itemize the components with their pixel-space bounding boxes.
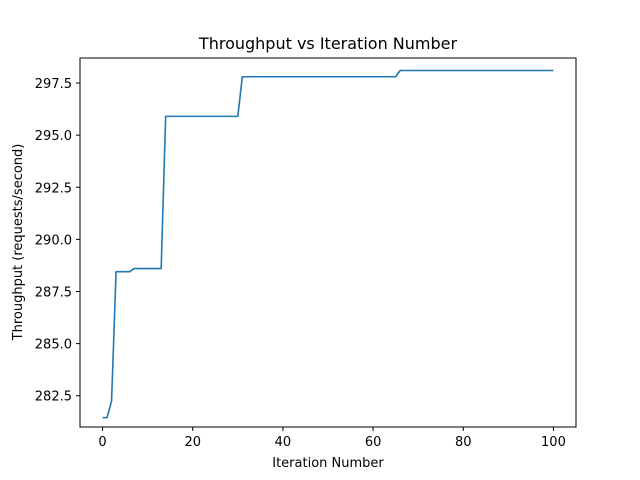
x-axis: 0 20 40 60 80 100 <box>98 427 566 450</box>
y-tick-label: 295.0 <box>35 129 72 144</box>
y-tick-label: 287.5 <box>35 285 72 300</box>
y-tick-label: 282.5 <box>35 390 72 405</box>
y-tick-label: 290.0 <box>35 233 72 248</box>
y-axis: 282.5 285.0 287.5 290.0 292.5 295.0 297.5 <box>35 77 80 405</box>
x-tick-label: 60 <box>365 435 382 450</box>
x-tick-label: 40 <box>275 435 292 450</box>
chart-title: Throughput vs Iteration Number <box>198 34 458 53</box>
x-tick-label: 0 <box>98 435 106 450</box>
axes-frame <box>79 57 577 428</box>
x-tick-label: 100 <box>541 435 566 450</box>
y-axis-label: Throughput (requests/second) <box>11 144 26 342</box>
plot-area <box>79 57 577 428</box>
y-tick-label: 285.0 <box>35 338 72 353</box>
y-tick-label: 297.5 <box>35 77 72 92</box>
x-tick-label: 20 <box>184 435 201 450</box>
x-tick-label: 80 <box>455 435 472 450</box>
series-line <box>102 69 554 419</box>
x-axis-label: Iteration Number <box>272 456 384 471</box>
y-tick-label: 292.5 <box>35 181 72 196</box>
